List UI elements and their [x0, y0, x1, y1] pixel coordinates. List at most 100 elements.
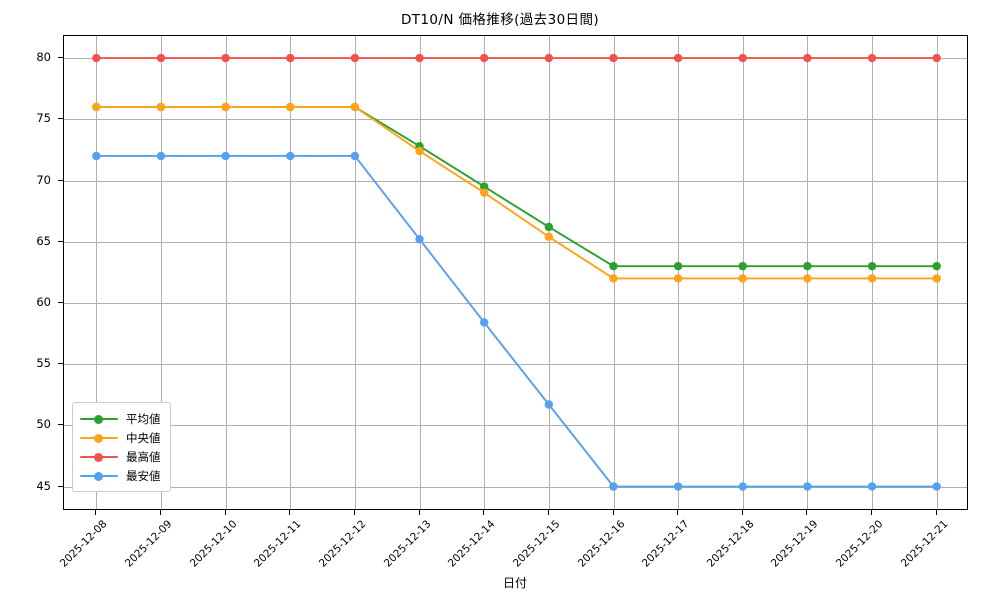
data-point — [738, 274, 747, 283]
data-point — [156, 102, 166, 112]
y-tick-mark — [58, 363, 63, 365]
data-point — [673, 261, 683, 271]
gridline-horizontal — [64, 180, 967, 182]
data-point — [673, 482, 683, 491]
data-point — [932, 274, 941, 283]
data-point — [803, 53, 812, 63]
data-point — [803, 482, 812, 491]
x-tick-mark — [418, 510, 420, 515]
series-line — [95, 155, 938, 488]
data-point — [673, 274, 683, 283]
x-tick-label: 2025-12-13 — [381, 518, 433, 570]
data-point — [415, 235, 424, 244]
data-point — [738, 482, 747, 491]
legend-label: 平均値 — [126, 411, 161, 426]
data-point — [867, 274, 877, 283]
gridline-vertical — [742, 36, 744, 509]
data-point — [673, 53, 683, 63]
legend-item-最安値[interactable]: 最安値 — [80, 466, 161, 485]
legend-item-中央値[interactable]: 中央値 — [80, 428, 161, 447]
y-tick-mark — [58, 301, 63, 303]
x-tick-label: 2025-12-19 — [769, 518, 821, 570]
y-tick-mark — [58, 424, 63, 426]
gridline-horizontal — [64, 119, 967, 121]
y-tick-mark — [58, 118, 63, 120]
x-tick-mark — [289, 510, 291, 515]
y-tick-label: 45 — [36, 478, 51, 493]
series-layer — [92, 53, 941, 491]
gridline-vertical — [290, 36, 292, 509]
chart-title: DT10/N 価格推移(過去30日間) — [400, 12, 600, 28]
data-point — [932, 53, 941, 63]
gridline-vertical — [807, 36, 809, 509]
data-point — [544, 53, 554, 63]
data-point — [609, 53, 618, 63]
legend-item-平均値[interactable]: 平均値 — [80, 409, 161, 428]
data-point — [544, 232, 554, 241]
data-point — [92, 102, 101, 112]
data-point — [286, 53, 295, 63]
x-tick-label: 2025-12-17 — [639, 518, 692, 570]
x-tick-mark — [483, 510, 485, 515]
y-tick-label: 65 — [36, 233, 51, 248]
plot-area — [63, 35, 968, 510]
data-point — [609, 482, 618, 491]
y-tick-mark — [58, 240, 63, 242]
data-point — [479, 188, 489, 197]
y-tick-label: 55 — [36, 356, 51, 371]
data-point — [867, 482, 877, 491]
data-point — [609, 261, 618, 271]
data-point — [479, 53, 489, 63]
data-point — [544, 222, 554, 232]
x-tick-label: 2025-12-14 — [446, 518, 498, 570]
x-tick-mark — [871, 510, 872, 515]
x-tick-label: 2025-12-21 — [898, 518, 951, 570]
gridline-vertical — [936, 36, 938, 509]
x-tick-mark — [224, 510, 226, 515]
legend-item-最高値[interactable]: 最高値 — [80, 447, 161, 466]
x-tick-label: 2025-12-18 — [704, 518, 757, 570]
data-point — [156, 151, 166, 161]
data-point — [350, 53, 360, 63]
chart-legend: 平均値中央値最高値最安値 — [72, 402, 171, 492]
data-point — [221, 102, 230, 112]
data-point — [415, 146, 424, 156]
y-tick-label: 50 — [36, 417, 51, 432]
x-tick-label: 2025-12-08 — [58, 518, 110, 570]
data-point — [803, 274, 812, 283]
gridline-vertical — [548, 36, 550, 509]
data-point — [415, 53, 424, 63]
x-tick-mark — [741, 510, 743, 515]
series-line — [95, 106, 938, 280]
legend-swatch-icon — [80, 470, 118, 482]
series-line — [95, 106, 938, 268]
series-最安値 — [92, 151, 941, 491]
x-tick-mark — [806, 510, 808, 515]
data-point — [92, 53, 101, 63]
legend-swatch-icon — [80, 413, 118, 425]
gridline-vertical — [354, 36, 356, 509]
x-tick-mark — [935, 510, 937, 515]
data-point — [609, 274, 618, 283]
data-point — [738, 53, 747, 63]
x-tick-mark — [677, 510, 679, 515]
legend-label: 中央値 — [126, 430, 161, 445]
data-point — [479, 182, 489, 191]
gridline-vertical — [96, 36, 98, 509]
series-中央値 — [92, 102, 941, 283]
legend-swatch-icon — [80, 432, 118, 444]
x-tick-mark — [612, 510, 614, 515]
legend-label: 最高値 — [126, 449, 161, 464]
data-point — [867, 53, 877, 63]
data-point — [156, 53, 166, 63]
gridline-vertical — [225, 36, 227, 509]
gridline-vertical — [613, 36, 615, 509]
gridline-vertical — [484, 36, 486, 509]
series-平均値 — [92, 102, 941, 271]
x-tick-label: 2025-12-11 — [252, 518, 304, 570]
data-point — [350, 102, 360, 112]
series-最高値 — [92, 53, 941, 63]
y-tick-mark — [58, 57, 63, 58]
gridline-horizontal — [64, 241, 967, 243]
